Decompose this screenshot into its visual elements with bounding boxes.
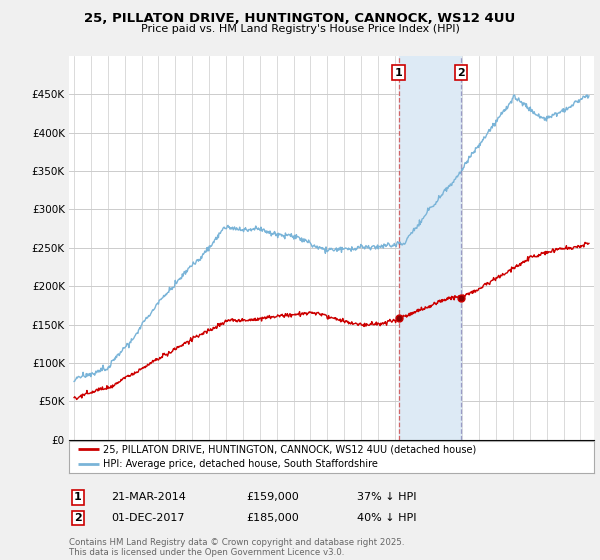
- Text: £185,000: £185,000: [246, 513, 299, 523]
- Text: 2: 2: [457, 68, 465, 77]
- Text: 01-DEC-2017: 01-DEC-2017: [111, 513, 185, 523]
- Text: HPI: Average price, detached house, South Staffordshire: HPI: Average price, detached house, Sout…: [103, 459, 378, 469]
- Text: 37% ↓ HPI: 37% ↓ HPI: [357, 492, 416, 502]
- Text: 1: 1: [395, 68, 403, 77]
- Text: £159,000: £159,000: [246, 492, 299, 502]
- Text: 1: 1: [74, 492, 82, 502]
- Bar: [398, 56, 461, 440]
- Text: Contains HM Land Registry data © Crown copyright and database right 2025.
This d: Contains HM Land Registry data © Crown c…: [69, 538, 404, 557]
- Text: 21-MAR-2014: 21-MAR-2014: [111, 492, 186, 502]
- Text: 25, PILLATON DRIVE, HUNTINGTON, CANNOCK, WS12 4UU: 25, PILLATON DRIVE, HUNTINGTON, CANNOCK,…: [85, 12, 515, 25]
- Text: 40% ↓ HPI: 40% ↓ HPI: [357, 513, 416, 523]
- Text: 2: 2: [74, 513, 82, 523]
- Text: Price paid vs. HM Land Registry's House Price Index (HPI): Price paid vs. HM Land Registry's House …: [140, 24, 460, 34]
- Text: 25, PILLATON DRIVE, HUNTINGTON, CANNOCK, WS12 4UU (detached house): 25, PILLATON DRIVE, HUNTINGTON, CANNOCK,…: [103, 445, 476, 455]
